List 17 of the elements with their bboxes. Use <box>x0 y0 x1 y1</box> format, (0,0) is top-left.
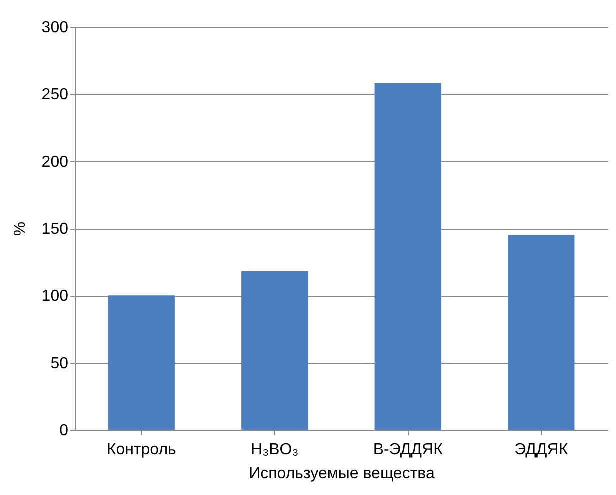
y-tick-label: 150 <box>42 221 69 238</box>
bar <box>242 271 308 430</box>
x-axis-title: Используемые вещества <box>249 466 435 482</box>
y-axis-title: % <box>12 222 29 236</box>
bar <box>374 83 442 430</box>
y-tick-label: 300 <box>42 20 69 36</box>
x-tick-label: Контроль <box>106 442 176 458</box>
x-tick-label: H₃BO₃ <box>251 442 299 458</box>
y-tick-label: 100 <box>42 288 69 306</box>
bar <box>508 235 575 430</box>
x-tick-label: ЭДДЯК <box>514 442 569 458</box>
y-tick-label: 250 <box>42 86 69 104</box>
bar <box>108 296 175 430</box>
y-tick-label: 50 <box>50 355 69 372</box>
y-tick-label: 0 <box>60 422 69 440</box>
y-tick-label: 200 <box>42 154 69 171</box>
x-tick-label: B-ЭДДЯК <box>373 442 444 458</box>
